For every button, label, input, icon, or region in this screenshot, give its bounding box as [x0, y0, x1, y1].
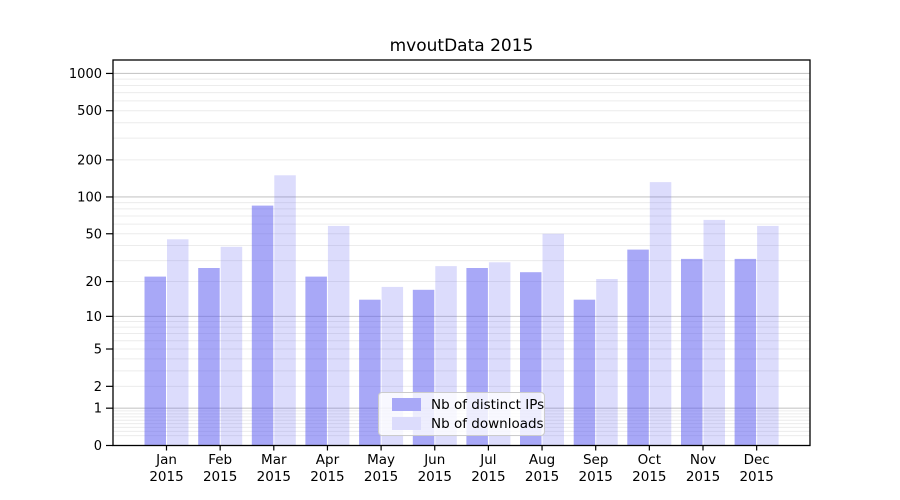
y-tick-label: 1 [94, 402, 102, 417]
y-tick-label: 0 [94, 439, 102, 454]
x-tick-label-month: Dec [744, 452, 770, 468]
y-tick-label: 5 [94, 343, 102, 358]
x-tick-label-month: Apr [316, 452, 340, 468]
y-tick-label: 2 [94, 380, 102, 395]
bar-nb-of-distinct-ips-jan-2015 [144, 276, 166, 446]
x-tick-label-month: Mar [261, 452, 287, 468]
legend: Nb of distinct IPs Nb of downloads [378, 392, 545, 436]
x-tick-label-month: May [367, 452, 395, 468]
x-tick-label-month: Feb [208, 452, 232, 468]
axis-frame [112, 59, 811, 447]
x-tick-label-month: Jun [423, 452, 445, 468]
y-tick-label: 50 [85, 227, 102, 242]
legend-label-downloads: Nb of downloads [431, 415, 544, 432]
bar-nb-of-distinct-ips-mar-2015 [251, 205, 274, 446]
x-tick-label-year: 2015 [203, 469, 237, 485]
x-tick-label-year: 2015 [418, 469, 452, 485]
x-tick-label-month: Oct [638, 452, 661, 468]
chart-title: mvoutData 2015 [389, 36, 534, 56]
bar-nb-of-downloads-apr-2015 [327, 225, 350, 446]
y-tick-label: 100 [77, 191, 102, 206]
bar-nb-of-downloads-jan-2015 [167, 239, 189, 446]
x-tick-label-year: 2015 [525, 469, 559, 485]
x-tick-label-year: 2015 [579, 469, 613, 485]
bar-nb-of-distinct-ips-may-2015 [359, 299, 381, 446]
legend-swatch-distinct-ips [392, 398, 421, 411]
bar-nb-of-distinct-ips-sep-2015 [573, 299, 596, 446]
bar-nb-of-distinct-ips-dec-2015 [734, 258, 757, 446]
x-tick-label-month: Jul [479, 452, 496, 468]
y-tick-label: 500 [77, 104, 102, 119]
x-tick-label-year: 2015 [686, 469, 720, 485]
legend-item-distinct-ips: Nb of distinct IPs [385, 395, 544, 414]
bar-nb-of-distinct-ips-feb-2015 [198, 268, 220, 446]
bar-nb-of-distinct-ips-apr-2015 [305, 276, 327, 446]
x-tick-label-month: Aug [529, 452, 555, 468]
x-tick-label-year: 2015 [310, 469, 344, 485]
x-tick-label-year: 2015 [257, 469, 291, 485]
bar-nb-of-downloads-mar-2015 [274, 175, 296, 446]
bar-nb-of-downloads-feb-2015 [220, 246, 243, 446]
bar-nb-of-downloads-oct-2015 [649, 182, 672, 446]
bar-nb-of-downloads-nov-2015 [703, 219, 725, 446]
bar-nb-of-downloads-sep-2015 [596, 279, 618, 446]
legend-swatch-downloads [392, 417, 421, 430]
bar-nb-of-distinct-ips-oct-2015 [627, 249, 649, 446]
x-tick-label-year: 2015 [149, 469, 183, 485]
x-tick-label-month: Jan [155, 452, 177, 468]
legend-item-downloads: Nb of downloads [385, 414, 544, 433]
bar-nb-of-downloads-aug-2015 [542, 233, 564, 446]
y-tick-label: 10 [85, 310, 102, 325]
bar-nb-of-downloads-dec-2015 [757, 225, 779, 446]
y-tick-label: 1000 [69, 67, 102, 82]
x-tick-label-year: 2015 [471, 469, 505, 485]
y-tick-label: 20 [85, 275, 102, 290]
legend-label-distinct-ips: Nb of distinct IPs [431, 396, 545, 413]
x-tick-label-month: Sep [583, 452, 608, 468]
x-tick-label-year: 2015 [632, 469, 666, 485]
bar-nb-of-distinct-ips-nov-2015 [681, 258, 703, 446]
x-tick-label-month: Nov [690, 452, 716, 468]
y-tick-label: 200 [77, 153, 102, 168]
x-tick-label-year: 2015 [364, 469, 398, 485]
x-tick-label-year: 2015 [739, 469, 773, 485]
